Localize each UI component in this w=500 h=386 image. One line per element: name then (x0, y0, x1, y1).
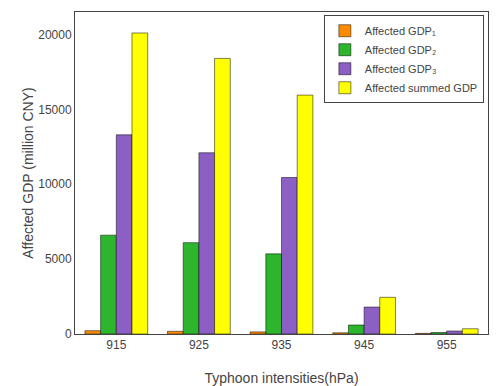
svg-text:Affected GDP₃: Affected GDP₃ (365, 63, 437, 75)
svg-text:925: 925 (189, 338, 209, 352)
svg-text:955: 955 (437, 338, 457, 352)
svg-text:10000: 10000 (38, 177, 72, 191)
svg-text:915: 915 (106, 338, 126, 352)
svg-text:935: 935 (271, 338, 291, 352)
svg-text:Affected GDP₂: Affected GDP₂ (365, 44, 436, 56)
svg-text:Affected summed GDP: Affected summed GDP (365, 82, 477, 94)
svg-text:Affected GDP₁: Affected GDP₁ (365, 25, 436, 37)
svg-text:Typhoon intensities(hPa): Typhoon intensities(hPa) (204, 370, 358, 386)
svg-text:5000: 5000 (45, 252, 72, 266)
svg-text:20000: 20000 (38, 28, 72, 42)
svg-text:0: 0 (65, 327, 72, 341)
svg-text:Affected GDP (million CNY): Affected GDP (million CNY) (20, 87, 36, 258)
svg-text:945: 945 (354, 338, 374, 352)
svg-text:15000: 15000 (38, 103, 72, 117)
